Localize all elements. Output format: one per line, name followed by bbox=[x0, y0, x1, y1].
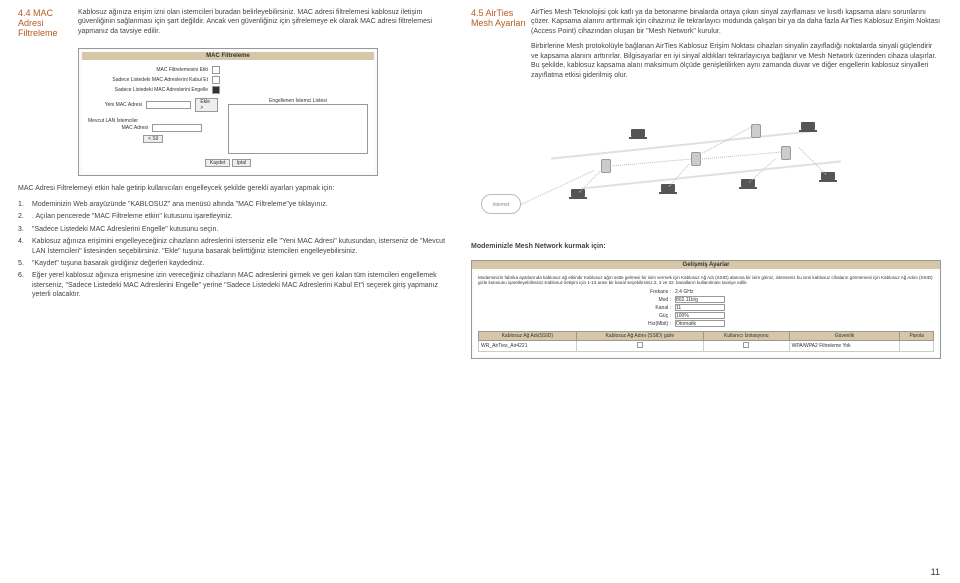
ssid-table: Kablosuz Ağ Adı(SSID) Kablosuz Ağ Adını … bbox=[478, 331, 934, 352]
th-hide: Kablosuz Ağ Adını (SSID) gizle bbox=[576, 332, 703, 341]
advanced-settings-panel: Gelişmiş Ayarlar Modeminizin fabrika aya… bbox=[471, 260, 941, 360]
power-select[interactable]: 100% bbox=[675, 312, 725, 319]
panel-note: Modeminizin fabrika ayarlarında kablosuz… bbox=[478, 275, 934, 286]
step-num: 3. bbox=[18, 225, 32, 234]
channel-select[interactable]: 11 bbox=[675, 304, 725, 311]
cancel-button[interactable]: İptal bbox=[232, 159, 251, 167]
security-value: WPA/WPA2 bbox=[792, 343, 818, 349]
block-list-radio[interactable] bbox=[212, 86, 220, 94]
internet-cloud: internet bbox=[481, 194, 521, 214]
th-iso: Kullanıcı İzolasyonu bbox=[704, 332, 790, 341]
step-num: 6. bbox=[18, 271, 32, 299]
blocked-list-box[interactable] bbox=[228, 104, 368, 154]
th-sec: Güvenlik bbox=[789, 332, 900, 341]
step-num: 5. bbox=[18, 259, 32, 268]
mesh-p1: AirTies Mesh Teknolojisi çok katlı ya da… bbox=[531, 8, 941, 36]
table-row: WR_AirTies_Air4221 WPA/WPA2 Filtreleme Y… bbox=[479, 341, 934, 352]
mesh-diagram: internet bbox=[471, 94, 941, 234]
steps-intro: MAC Adresi Filtrelemeyi etkin hale getir… bbox=[18, 184, 453, 193]
intro-text: Kablosuz ağınıza erişim izni olan istemc… bbox=[78, 8, 453, 36]
filter-enable-label: MAC Filtrelemesini Etki bbox=[88, 67, 208, 73]
freq-label: Frekans : bbox=[631, 289, 671, 295]
step-6: Eğer yerel kablosuz ağınıza erişmesine i… bbox=[32, 271, 453, 299]
step-num: 2. bbox=[18, 212, 32, 221]
laptop-icon bbox=[801, 122, 815, 130]
page-number: 11 bbox=[931, 567, 940, 577]
laptop-icon bbox=[631, 129, 645, 137]
password-cell[interactable] bbox=[900, 341, 934, 352]
filter-value: Filtreleme Yok bbox=[819, 343, 850, 349]
step-1: Modeminizin Web arayüzünde "KABLOSUZ" an… bbox=[32, 200, 453, 209]
laptop-icon bbox=[571, 189, 585, 197]
mac-addr-label: MAC Adresi bbox=[88, 125, 148, 131]
mac-select[interactable] bbox=[152, 124, 202, 132]
section-4-5-heading: 4.5 AirTies Mesh Ayarları bbox=[471, 8, 531, 86]
step-4: Kablosuz ağınıza erişimini engelleyeceği… bbox=[32, 237, 453, 256]
mesh-p2: Birbirlerine Mesh protokolüyle bağlanan … bbox=[531, 42, 941, 80]
remove-button[interactable]: < Sil bbox=[143, 135, 163, 143]
laptop-icon bbox=[741, 179, 755, 187]
save-button[interactable]: Kaydet bbox=[205, 159, 231, 167]
block-list-label: Sadece Listedeki MAC Adreslerini Engelle bbox=[88, 87, 208, 93]
step-num: 1. bbox=[18, 200, 32, 209]
speed-select[interactable]: Otomatik bbox=[675, 320, 725, 327]
heading-num: 4.4 bbox=[18, 8, 31, 18]
mesh-setup-intro: Modeminizle Mesh Network kurmak için: bbox=[471, 242, 941, 251]
panel-title: MAC Filtreleme bbox=[82, 52, 374, 60]
speed-label: Hız(Mbit) : bbox=[631, 321, 671, 327]
mac-filter-panel: MAC Filtreleme MAC Filtrelemesini Etki S… bbox=[78, 48, 378, 176]
power-label: Güç : bbox=[631, 313, 671, 319]
freq-value: 2.4 GHz bbox=[675, 289, 693, 295]
accept-list-radio[interactable] bbox=[212, 76, 220, 84]
filter-enable-checkbox[interactable] bbox=[212, 66, 220, 74]
mesh-node-icon bbox=[781, 146, 791, 160]
step-2: . Açılan pencerede "MAC Filtreleme etkin… bbox=[32, 212, 453, 221]
heading-num: 4.5 bbox=[471, 8, 484, 18]
mode-select[interactable]: 802.11b/g bbox=[675, 296, 725, 303]
step-3: "Sadece Listedeki MAC Adreslerini Engell… bbox=[32, 225, 453, 234]
clients-label: Mevcut LAN İstemciler bbox=[88, 118, 138, 124]
isolation-checkbox[interactable] bbox=[743, 342, 749, 348]
right-column: 4.5 AirTies Mesh Ayarları AirTies Mesh T… bbox=[471, 8, 941, 359]
new-mac-input[interactable] bbox=[146, 101, 191, 109]
new-mac-label: Yeni MAC Adresi bbox=[88, 102, 142, 108]
ssid-cell[interactable]: WR_AirTies_Air4221 bbox=[479, 341, 577, 352]
step-num: 4. bbox=[18, 237, 32, 256]
hide-ssid-checkbox[interactable] bbox=[637, 342, 643, 348]
mode-label: Mod : bbox=[631, 297, 671, 303]
th-ssid: Kablosuz Ağ Adı(SSID) bbox=[479, 332, 577, 341]
channel-label: Kanal : bbox=[631, 305, 671, 311]
add-button[interactable]: Ekle > bbox=[195, 98, 218, 112]
accept-list-label: Sadece Listedeki MAC Adreslerini Kabul E… bbox=[88, 77, 208, 83]
step-5: "Kaydet" tuşuna basarak girdiğiniz değer… bbox=[32, 259, 453, 268]
left-column: 4.4 MAC Adresi Filtreleme Kablosuz ağını… bbox=[18, 8, 453, 359]
panel-title: Gelişmiş Ayarlar bbox=[472, 261, 940, 269]
th-pass: Parola bbox=[900, 332, 934, 341]
section-4-4-heading: 4.4 MAC Adresi Filtreleme bbox=[18, 8, 78, 42]
